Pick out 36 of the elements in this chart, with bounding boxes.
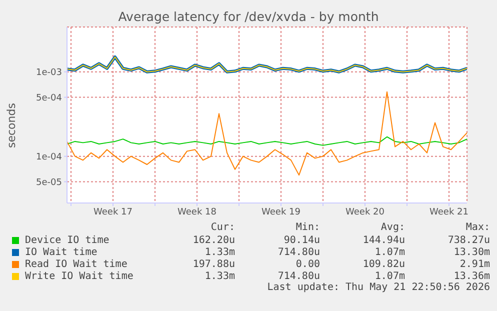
text: 144.94u: [362, 234, 405, 246]
y-tick-label: 1e-03: [36, 68, 62, 78]
chart-title: Average latency for /dev/xvda - by month: [117, 9, 380, 24]
y-tick-label: 1e-04: [36, 152, 62, 163]
text: 1.33m: [204, 270, 235, 282]
text: 162.20u: [192, 234, 235, 246]
text: 13.30m: [452, 246, 490, 258]
text: Min:: [294, 222, 320, 234]
x-tick-label: Week 18: [178, 207, 217, 218]
text: 714.80u: [276, 270, 320, 282]
text: 2.91m: [458, 258, 490, 270]
x-tick-label: Week 19: [262, 207, 301, 218]
text: 1.33m: [204, 246, 235, 258]
legend-label: IO Wait time: [25, 246, 98, 258]
x-tick-label: Week 17: [94, 207, 132, 218]
text: 714.80u: [276, 246, 320, 258]
legend-label: Read IO Wait time: [25, 258, 128, 270]
legend-label: Write IO Wait time: [25, 270, 134, 282]
x-tick-label: Week 20: [346, 207, 385, 218]
text: Last update: Thu May 21 22:50:56 2026: [266, 282, 490, 294]
text: Cur:: [210, 222, 235, 234]
text: 1.07m: [374, 246, 405, 258]
y-tick-label: 5e-05: [36, 178, 62, 188]
text: Max:: [464, 222, 490, 234]
text: 109.82u: [362, 258, 405, 270]
text: 13.36m: [452, 270, 490, 282]
text: 90.14u: [282, 234, 320, 246]
y-tick-label: 5e-04: [36, 93, 62, 104]
text: 0.00: [294, 258, 320, 270]
legend-label: Device IO time: [25, 234, 110, 246]
text: Avg:: [380, 222, 405, 234]
text: 738.27u: [446, 234, 490, 246]
y-axis-title: seconds: [4, 102, 18, 148]
x-tick-label: Week 21: [430, 207, 468, 218]
text: 1.07m: [374, 270, 405, 282]
text: 197.88u: [192, 258, 235, 270]
